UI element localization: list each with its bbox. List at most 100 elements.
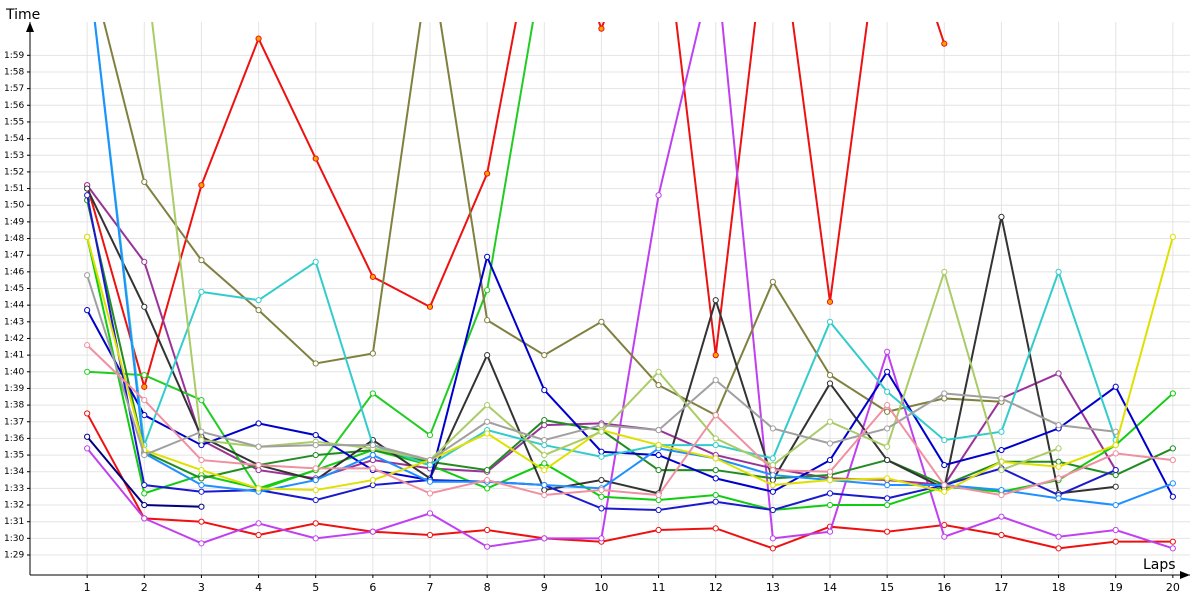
data-point xyxy=(141,490,148,497)
data-point xyxy=(712,498,719,505)
y-tick-label: 1:44 xyxy=(4,301,24,311)
data-point xyxy=(198,466,205,474)
y-tick-label: 1:30 xyxy=(4,534,24,544)
data-point xyxy=(141,411,148,419)
data-point xyxy=(312,496,319,504)
data-point xyxy=(884,425,891,432)
data-point xyxy=(1169,233,1176,240)
data-point xyxy=(141,372,148,379)
data-point xyxy=(884,402,891,409)
data-point xyxy=(826,456,834,464)
data-point xyxy=(1055,445,1062,452)
y-tick-label: 1:54 xyxy=(4,134,24,144)
data-point xyxy=(141,258,148,265)
data-point xyxy=(598,453,605,460)
y-tick-label: 1:38 xyxy=(4,401,24,411)
data-point xyxy=(884,443,891,450)
data-point xyxy=(598,505,605,512)
data-point xyxy=(598,535,605,542)
data-point xyxy=(484,543,491,550)
data-point xyxy=(941,390,948,397)
y-tick-label: 1:56 xyxy=(4,101,24,111)
data-point xyxy=(712,455,719,462)
data-point xyxy=(1112,538,1119,545)
x-tick-label: 9 xyxy=(541,581,548,594)
data-point xyxy=(941,395,948,402)
data-point xyxy=(712,352,719,359)
data-point xyxy=(884,456,891,464)
data-point xyxy=(826,528,834,535)
data-point xyxy=(198,436,205,444)
data-point xyxy=(484,170,491,177)
data-point xyxy=(826,298,834,305)
series-line xyxy=(86,412,1173,550)
data-point xyxy=(998,513,1005,520)
y-tick-label: 1:49 xyxy=(4,217,24,227)
data-point xyxy=(484,418,491,425)
x-tick-label: 14 xyxy=(823,581,837,594)
y-tick-label: 1:53 xyxy=(4,151,24,161)
data-point xyxy=(484,476,491,484)
data-point xyxy=(141,303,148,310)
data-point xyxy=(198,456,205,464)
x-tick-label: 10 xyxy=(594,581,608,594)
y-tick-label: 1:31 xyxy=(4,517,24,527)
data-point xyxy=(84,445,91,452)
x-tick-label: 12 xyxy=(709,581,723,594)
data-point xyxy=(941,268,948,275)
x-tick-label: 13 xyxy=(766,581,780,594)
data-point xyxy=(826,318,834,325)
y-tick-label: 1:59 xyxy=(4,51,24,61)
data-point xyxy=(1112,501,1119,509)
data-point xyxy=(826,372,834,379)
data-point xyxy=(884,475,891,482)
y-tick-label: 1:48 xyxy=(4,234,24,244)
data-point xyxy=(369,390,376,397)
data-point xyxy=(141,481,148,489)
y-tick-label: 1:29 xyxy=(4,551,24,561)
data-point xyxy=(998,466,1005,474)
data-point xyxy=(255,466,262,474)
data-point xyxy=(484,466,491,474)
data-point xyxy=(941,40,948,47)
data-point xyxy=(312,431,319,439)
x-tick-label: 20 xyxy=(1166,581,1180,594)
y-tick-label: 1:36 xyxy=(4,434,24,444)
data-point xyxy=(826,490,834,497)
series-line xyxy=(86,22,946,391)
plot-area xyxy=(84,22,1176,552)
data-point xyxy=(1112,428,1119,435)
data-point xyxy=(712,491,719,499)
y-axis-title: Time xyxy=(5,7,40,23)
data-point xyxy=(712,411,719,419)
data-point xyxy=(1055,370,1062,377)
data-point xyxy=(141,501,148,509)
data-point xyxy=(884,481,891,489)
data-point xyxy=(255,485,262,492)
data-point xyxy=(1169,480,1176,487)
data-point xyxy=(426,531,434,539)
data-point xyxy=(312,465,319,472)
data-point xyxy=(998,531,1005,539)
x-tick-label: 8 xyxy=(484,581,491,594)
data-point xyxy=(769,488,776,495)
data-point xyxy=(198,441,205,449)
data-point xyxy=(1112,466,1119,474)
data-point xyxy=(826,476,834,484)
data-point xyxy=(369,441,376,449)
data-point xyxy=(1169,545,1176,552)
y-tick-label: 1:57 xyxy=(4,84,24,94)
data-point xyxy=(541,466,548,474)
data-point xyxy=(712,297,719,304)
data-point xyxy=(712,475,719,482)
data-point xyxy=(198,481,205,489)
data-point xyxy=(255,35,262,42)
y-tick-label: 1:34 xyxy=(4,467,24,477)
data-point xyxy=(655,382,662,389)
data-point xyxy=(541,352,548,359)
y-tick-label: 1:45 xyxy=(4,284,24,294)
data-point xyxy=(541,486,548,494)
data-point xyxy=(255,461,262,469)
x-tick-label: 7 xyxy=(427,581,434,594)
data-point xyxy=(998,395,1005,402)
